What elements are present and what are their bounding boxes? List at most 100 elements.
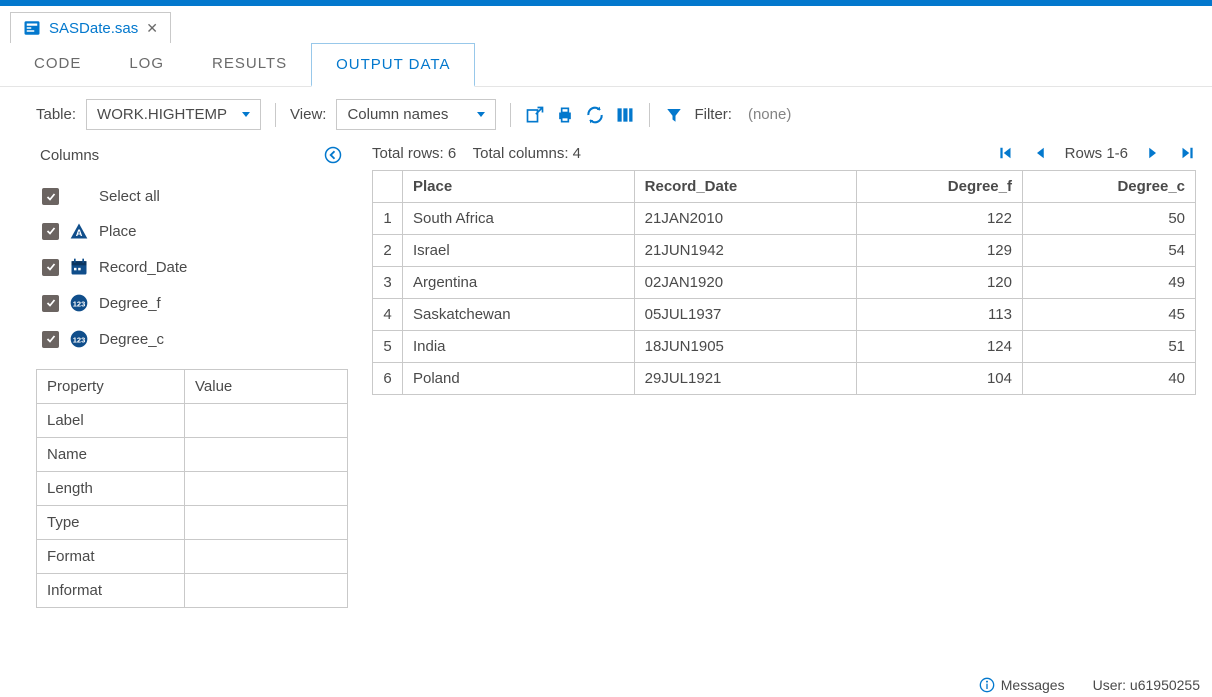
user-info: User: u61950255 [1093,677,1200,693]
select-all-label: Select all [99,188,160,205]
table-cell: 54 [1022,235,1195,267]
column-header[interactable]: Degree_c [1022,171,1195,203]
table-row[interactable]: 4Saskatchewan05JUL193711345 [373,299,1196,331]
tab-code[interactable]: CODE [10,43,105,86]
total-rows: Total rows: 6 [372,145,456,162]
table-cell: 122 [856,203,1022,235]
table-cell: 21JUN1942 [634,235,856,267]
info-icon [979,677,995,693]
table-cell: 02JAN1920 [634,267,856,299]
columns-icon[interactable] [615,105,635,125]
svg-text:A: A [76,228,83,238]
next-page-icon[interactable] [1144,144,1162,162]
property-value [185,574,347,607]
column-item[interactable]: APlace [36,213,348,249]
column-header[interactable]: Place [403,171,635,203]
table-row[interactable]: 2Israel21JUN194212954 [373,235,1196,267]
collapse-left-icon[interactable] [324,146,342,164]
table-dropdown[interactable]: WORK.HIGHTEMP [86,99,261,130]
tab-log[interactable]: LOG [105,43,188,86]
column-label: Degree_f [99,295,161,312]
table-cell: 113 [856,299,1022,331]
view-tab-bar: CODE LOG RESULTS OUTPUT DATA [0,43,1212,87]
column-item[interactable]: 123 Degree_c [36,321,348,357]
column-header[interactable]: Degree_f [856,171,1022,203]
property-value [185,404,347,437]
checkbox-icon[interactable] [42,223,59,240]
status-bar: Messages User: u61950255 [979,677,1200,693]
row-number: 6 [373,363,403,395]
property-header-prop: Property [37,370,185,403]
select-all-row[interactable]: Select all [36,180,348,213]
table-cell: Argentina [403,267,635,299]
checkbox-icon[interactable] [42,259,59,276]
chevron-down-icon [477,112,485,117]
column-label: Record_Date [99,259,187,276]
column-header[interactable]: Record_Date [634,171,856,203]
num-type-icon: 123 [69,293,89,313]
export-icon[interactable] [525,105,545,125]
table-row[interactable]: 3Argentina02JAN192012049 [373,267,1196,299]
date-type-icon [69,257,89,277]
filter-icon[interactable] [664,105,684,125]
tab-results[interactable]: RESULTS [188,43,311,86]
file-tab-sasdate[interactable]: SASDate.sas ✕ [10,12,171,43]
rownum-header [373,171,403,203]
table-row[interactable]: 1South Africa21JAN201012250 [373,203,1196,235]
table-cell: 104 [856,363,1022,395]
view-label: View: [290,106,326,123]
row-number: 3 [373,267,403,299]
table-cell: 21JAN2010 [634,203,856,235]
column-item[interactable]: 123 Degree_f [36,285,348,321]
property-name: Format [37,540,185,573]
separator [510,103,511,127]
last-page-icon[interactable] [1178,144,1196,162]
column-label: Degree_c [99,331,164,348]
columns-title: Columns [40,147,99,164]
property-name: Informat [37,574,185,607]
table-cell: 18JUN1905 [634,331,856,363]
property-row: Length [37,472,347,506]
prev-page-icon[interactable] [1031,144,1049,162]
row-number: 4 [373,299,403,331]
property-name: Name [37,438,185,471]
file-tab-bar: SASDate.sas ✕ [0,6,1212,43]
table-cell: 05JUL1937 [634,299,856,331]
table-row[interactable]: 6Poland29JUL192110440 [373,363,1196,395]
checkbox-icon[interactable] [42,188,59,205]
property-row: Label [37,404,347,438]
svg-text:123: 123 [73,299,86,308]
messages-button[interactable]: Messages [979,677,1065,693]
column-item[interactable]: Record_Date [36,249,348,285]
checkbox-icon[interactable] [42,331,59,348]
print-icon[interactable] [555,105,575,125]
table-cell: 29JUL1921 [634,363,856,395]
table-cell: 124 [856,331,1022,363]
table-cell: 120 [856,267,1022,299]
table-cell: Poland [403,363,635,395]
table-cell: Israel [403,235,635,267]
data-table: PlaceRecord_DateDegree_fDegree_c 1South … [372,170,1196,395]
property-row: Format [37,540,347,574]
data-panel: Total rows: 6 Total columns: 4 Rows 1-6 … [372,142,1196,697]
close-icon[interactable]: ✕ [146,20,158,37]
table-cell: Saskatchewan [403,299,635,331]
property-row: Type [37,506,347,540]
tab-output-data[interactable]: OUTPUT DATA [311,43,475,87]
table-cell: South Africa [403,203,635,235]
checkbox-icon[interactable] [42,295,59,312]
row-number: 5 [373,331,403,363]
table-cell: 49 [1022,267,1195,299]
char-type-icon: A [69,221,89,241]
property-value [185,438,347,471]
output-toolbar: Table: WORK.HIGHTEMP View: Column names … [0,87,1212,142]
property-value [185,472,347,505]
table-cell: India [403,331,635,363]
view-dropdown[interactable]: Column names [336,99,496,130]
table-row[interactable]: 5India18JUN190512451 [373,331,1196,363]
svg-text:123: 123 [73,335,86,344]
first-page-icon[interactable] [997,144,1015,162]
property-name: Label [37,404,185,437]
refresh-icon[interactable] [585,105,605,125]
property-name: Length [37,472,185,505]
